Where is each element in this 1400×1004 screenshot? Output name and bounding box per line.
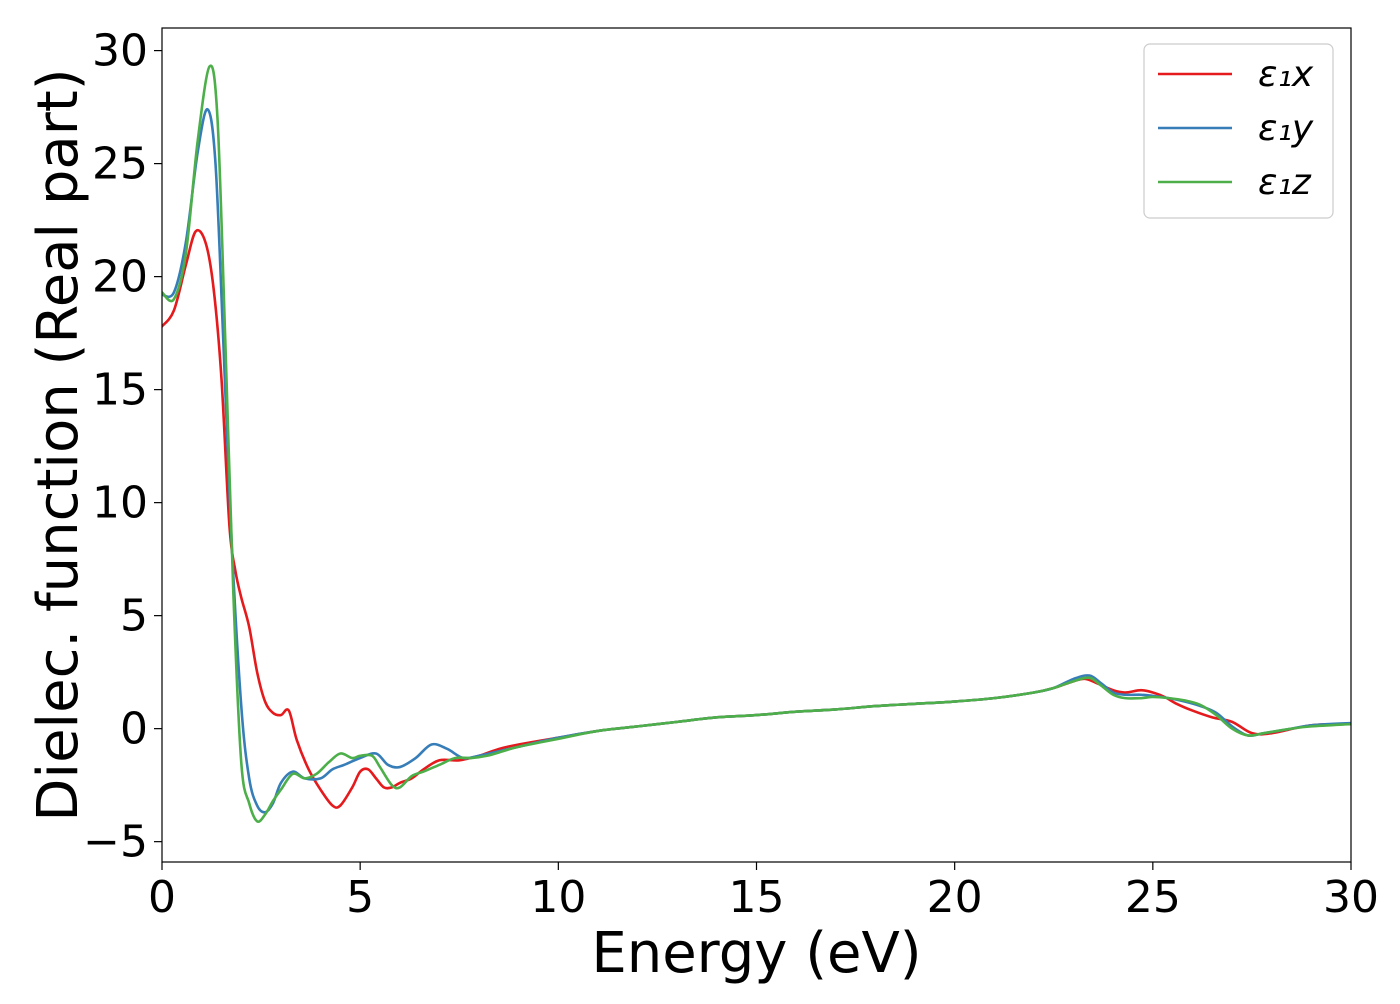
legend-label: ε₁x [1258, 54, 1314, 95]
y-tick-label: 10 [92, 478, 148, 529]
x-axis-label: Energy (eV) [591, 921, 921, 986]
y-tick-label: 5 [120, 591, 148, 642]
y-tick-label: 20 [92, 252, 148, 303]
x-tick-label: 0 [148, 872, 176, 923]
y-tick-label: 25 [92, 139, 148, 190]
x-tick-label: 30 [1323, 872, 1379, 923]
x-tick-label: 10 [530, 872, 586, 923]
legend-label: ε₁z [1258, 162, 1312, 203]
y-tick-label: 0 [120, 704, 148, 755]
y-axis-ticks: −5 0 5 10 15 20 25 30 [83, 26, 162, 868]
legend-label: ε₁y [1258, 108, 1314, 149]
x-axis-ticks: 0 5 10 15 20 25 30 [148, 862, 1379, 923]
series-line-3 [162, 64, 1351, 823]
y-tick-label: −5 [83, 817, 148, 868]
legend: ε₁x ε₁y ε₁z [1143, 43, 1334, 219]
y-axis-label: Dielec. function (Real part) [26, 68, 91, 821]
y-tick-label: 15 [92, 365, 148, 416]
series-line-1 [162, 228, 1351, 809]
legend-box [1143, 43, 1334, 219]
plot-lines [162, 64, 1351, 823]
x-tick-label: 25 [1125, 872, 1181, 923]
x-tick-label: 20 [927, 872, 983, 923]
x-tick-label: 15 [729, 872, 785, 923]
y-tick-label: 30 [92, 26, 148, 77]
x-tick-label: 5 [346, 872, 374, 923]
